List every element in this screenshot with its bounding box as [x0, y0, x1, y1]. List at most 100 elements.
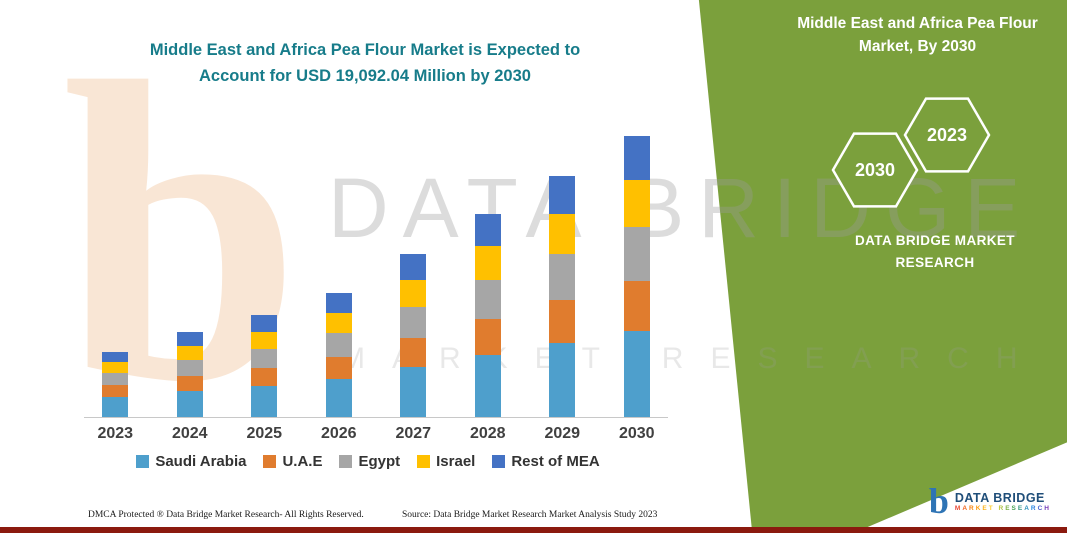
bar-segment-egypt: [325, 333, 352, 357]
bar-column: [78, 352, 153, 417]
bar-segment-saudi-arabia: [623, 330, 650, 417]
bar-segment-rest-of-mea: [176, 332, 203, 346]
hexagon-2030: [831, 132, 919, 208]
legend-item-saudi-arabia: Saudi Arabia: [136, 453, 246, 470]
legend-label: Saudi Arabia: [155, 453, 247, 470]
chart-title: Middle East and Africa Pea Flour Market …: [149, 41, 581, 85]
legend-item-israel: Israel: [417, 453, 475, 470]
footer-source-text: Source: Data Bridge Market Research Mark…: [402, 510, 658, 520]
legend-swatch: [136, 455, 150, 468]
stacked-bar-2025: [251, 315, 278, 417]
legend-label: Israel: [436, 453, 476, 470]
bar-column: [600, 136, 675, 417]
bar-column: [525, 175, 600, 417]
legend-label: Rest of MEA: [511, 453, 600, 470]
legend-swatch: [492, 455, 506, 468]
bar-segment-rest-of-mea: [251, 315, 278, 332]
legend-item-u-a-e: U.A.E: [263, 453, 322, 470]
bar-segment-egypt: [549, 253, 576, 300]
bar-segment-u-a-e: [251, 368, 278, 386]
bar-segment-israel: [102, 362, 129, 373]
x-axis-label: 2028: [469, 425, 506, 442]
hexagon-2023: [903, 97, 991, 173]
bar-segment-u-a-e: [325, 357, 352, 379]
bottom-maroon-bar: [0, 527, 1067, 533]
bar-segment-rest-of-mea: [400, 254, 427, 280]
bar-column: [153, 332, 228, 417]
x-axis-label: 2026: [320, 425, 357, 442]
legend-item-egypt: Egypt: [339, 453, 400, 470]
bar-segment-israel: [623, 179, 650, 227]
bar-segment-saudi-arabia: [176, 391, 203, 417]
stacked-bar-2027: [400, 254, 427, 417]
bar-segment-rest-of-mea: [623, 136, 650, 180]
legend-label: U.A.E: [282, 453, 323, 470]
bar-column: [376, 254, 451, 417]
hexagon-badges: 2023 2030: [831, 97, 991, 208]
bar-segment-u-a-e: [474, 318, 501, 355]
legend-item-rest-of-mea: Rest of MEA: [492, 453, 600, 470]
bar-column: [451, 213, 526, 417]
x-axis-labels: 2023 2024 2025 2026 2027 2028 2029 2030: [78, 425, 674, 443]
side-panel-title: Middle East and Africa Pea Flour Market,…: [797, 15, 1038, 56]
bar-segment-egypt: [176, 360, 203, 376]
x-axis-label: 2027: [395, 425, 432, 442]
bar-segment-israel: [176, 346, 203, 360]
legend-swatch: [339, 455, 353, 468]
legend-swatch: [417, 455, 431, 468]
logo-name: DATA BRIDGE: [954, 490, 1045, 505]
stacked-bar-2023: [102, 352, 129, 417]
data-bridge-logo: b DATA BRIDGE MARKET RESEARCH: [929, 483, 1051, 519]
legend: Saudi Arabia U.A.E Egypt Israel Rest of MEA: [58, 453, 678, 470]
bar-segment-saudi-arabia: [474, 354, 501, 417]
bar-segment-u-a-e: [549, 299, 576, 343]
bar-segment-saudi-arabia: [549, 342, 576, 417]
x-axis-label: 2030: [618, 425, 655, 442]
bar-segment-egypt: [400, 307, 427, 338]
bar-segment-egypt: [474, 279, 501, 319]
watermark-market-research-text: MARKET RESEARCH: [340, 342, 1045, 375]
bar-segment-israel: [549, 213, 576, 254]
logo-b-icon: b: [928, 481, 949, 521]
stacked-bar-2026: [325, 293, 352, 417]
bar-segment-rest-of-mea: [325, 293, 352, 313]
legend-label: Egypt: [358, 453, 401, 470]
bar-segment-saudi-arabia: [325, 379, 352, 417]
bar-column: [302, 293, 377, 417]
bar-segment-israel: [474, 245, 501, 280]
bar-column: [227, 315, 302, 417]
bar-segment-rest-of-mea: [549, 175, 576, 214]
logo-subtitle: MARKET RESEARCH: [954, 504, 1051, 512]
bar-segment-rest-of-mea: [102, 352, 129, 362]
x-axis-label: 2025: [246, 425, 283, 442]
bar-segment-egypt: [251, 349, 278, 368]
hexagon-2023-label: 2023: [927, 125, 967, 145]
bar-segment-israel: [251, 332, 278, 349]
bar-segment-u-a-e: [623, 280, 650, 331]
footer-dmca-text: DMCA Protected ® Data Bridge Market Rese…: [88, 510, 364, 520]
bar-segment-u-a-e: [400, 338, 427, 367]
stacked-bar-2030: [623, 136, 650, 417]
legend-swatch: [263, 455, 277, 468]
x-axis-label: 2024: [171, 425, 208, 442]
stacked-bar-2028: [474, 213, 501, 417]
stacked-bar-2024: [176, 332, 203, 417]
hexagon-2030-label: 2030: [855, 160, 895, 180]
bar-segment-israel: [325, 313, 352, 333]
bar-segment-saudi-arabia: [102, 397, 129, 417]
x-axis-line: [84, 417, 668, 418]
bar-segment-saudi-arabia: [400, 367, 427, 417]
brand-text: DATA BRIDGE MARKET RESEARCH: [855, 233, 1015, 270]
bar-segment-saudi-arabia: [251, 386, 278, 417]
x-axis-label: 2029: [544, 425, 581, 442]
bar-segment-egypt: [623, 226, 650, 281]
bar-segment-rest-of-mea: [474, 213, 501, 246]
bar-segment-u-a-e: [102, 385, 129, 397]
bar-segment-egypt: [102, 373, 129, 385]
bar-segment-u-a-e: [176, 376, 203, 391]
x-axis-label: 2023: [97, 425, 134, 442]
plot-area: [78, 117, 674, 417]
bar-segment-israel: [400, 280, 427, 307]
